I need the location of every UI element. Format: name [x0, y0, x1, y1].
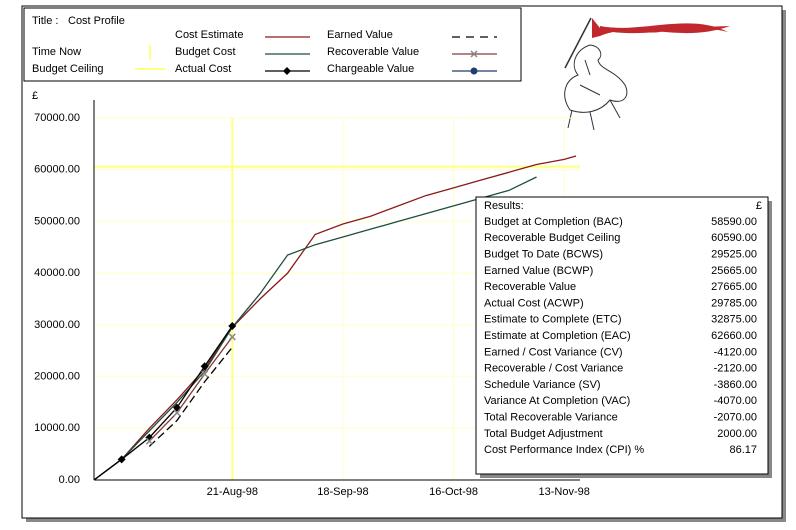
marker	[173, 409, 181, 417]
y-tick-label: 60000.00	[34, 164, 80, 176]
result-value: 62660.00	[711, 330, 757, 342]
result-label: Cost Performance Index (CPI) %	[484, 444, 644, 456]
result-label: Budget To Date (BCWS)	[484, 249, 603, 261]
legend-label: Actual Cost	[175, 63, 231, 75]
result-value: 60590.00	[711, 232, 757, 244]
result-label: Earned / Cost Variance (CV)	[484, 346, 623, 358]
result-value: -2070.00	[714, 412, 757, 424]
result-value: -4120.00	[714, 346, 757, 358]
x-tick-label: 21-Aug-98	[207, 486, 258, 498]
y-tick-label: 50000.00	[34, 215, 80, 227]
result-value: 86.17	[729, 444, 757, 456]
legend-label: Earned Value	[327, 29, 393, 41]
result-value: -3860.00	[714, 379, 757, 391]
result-value: 25665.00	[711, 265, 757, 277]
legend-label: Chargeable Value	[327, 63, 414, 75]
result-label: Estimate at Completion (EAC)	[484, 330, 631, 342]
result-value: 32875.00	[711, 314, 757, 326]
marker	[228, 321, 237, 330]
series-line	[93, 176, 537, 481]
y-tick-label: 20000.00	[34, 370, 80, 382]
results-unit: £	[756, 200, 762, 212]
legend-label: Time Now	[32, 46, 81, 58]
y-tick-label: 0.00	[59, 474, 80, 486]
marker	[200, 362, 209, 371]
legend-label: Recoverable Value	[327, 46, 419, 58]
logo	[564, 17, 730, 131]
y-tick-label: 30000.00	[34, 319, 80, 331]
x-tick-label: 13-Nov-98	[539, 486, 590, 498]
chart-title: Cost Profile	[68, 15, 125, 27]
results-box	[475, 196, 769, 475]
series-line	[148, 336, 233, 442]
series-line	[93, 155, 577, 481]
legend-marker	[470, 50, 478, 58]
result-label: Actual Cost (ACWP)	[484, 297, 584, 309]
x-tick-label: 16-Oct-98	[429, 486, 478, 498]
y-tick-label: 10000.00	[34, 422, 80, 434]
result-value: 27665.00	[711, 281, 757, 293]
result-label: Budget at Completion (BAC)	[484, 216, 623, 228]
result-label: Recoverable / Cost Variance	[484, 363, 623, 375]
legend-label: Budget Ceiling	[32, 63, 104, 75]
x-tick-label: 18-Sep-98	[317, 486, 368, 498]
result-label: Recoverable Value	[484, 281, 576, 293]
result-label: Recoverable Budget Ceiling	[484, 232, 620, 244]
result-label: Total Budget Adjustment	[484, 428, 603, 440]
result-label: Schedule Variance (SV)	[484, 379, 601, 391]
result-label: Total Recoverable Variance	[484, 412, 618, 424]
y-tick-label: 40000.00	[34, 267, 80, 279]
result-value: -4070.00	[714, 395, 757, 407]
results-title: Results:	[484, 200, 524, 212]
series-line	[148, 346, 233, 447]
result-value: -2120.00	[714, 363, 757, 375]
result-label: Earned Value (BCWP)	[484, 265, 593, 277]
result-value: 58590.00	[711, 216, 757, 228]
y-unit: £	[32, 90, 38, 102]
legend-label: Cost Estimate	[175, 29, 243, 41]
legend-marker	[283, 67, 291, 75]
result-label: Variance At Completion (VAC)	[484, 395, 630, 407]
marker	[117, 455, 126, 464]
legend-label: Budget Cost	[175, 46, 236, 58]
result-value: 2000.00	[717, 428, 757, 440]
legend-marker	[470, 67, 478, 75]
series-line	[93, 325, 233, 481]
legend-title-label: Title :	[32, 15, 59, 27]
y-tick-label: 70000.00	[34, 112, 80, 124]
marker	[145, 437, 153, 445]
result-label: Estimate to Complete (ETC)	[484, 314, 622, 326]
legend-box	[23, 7, 522, 82]
result-value: 29525.00	[711, 249, 757, 261]
marker	[228, 333, 236, 341]
result-value: 29785.00	[711, 297, 757, 309]
marker	[201, 370, 209, 378]
